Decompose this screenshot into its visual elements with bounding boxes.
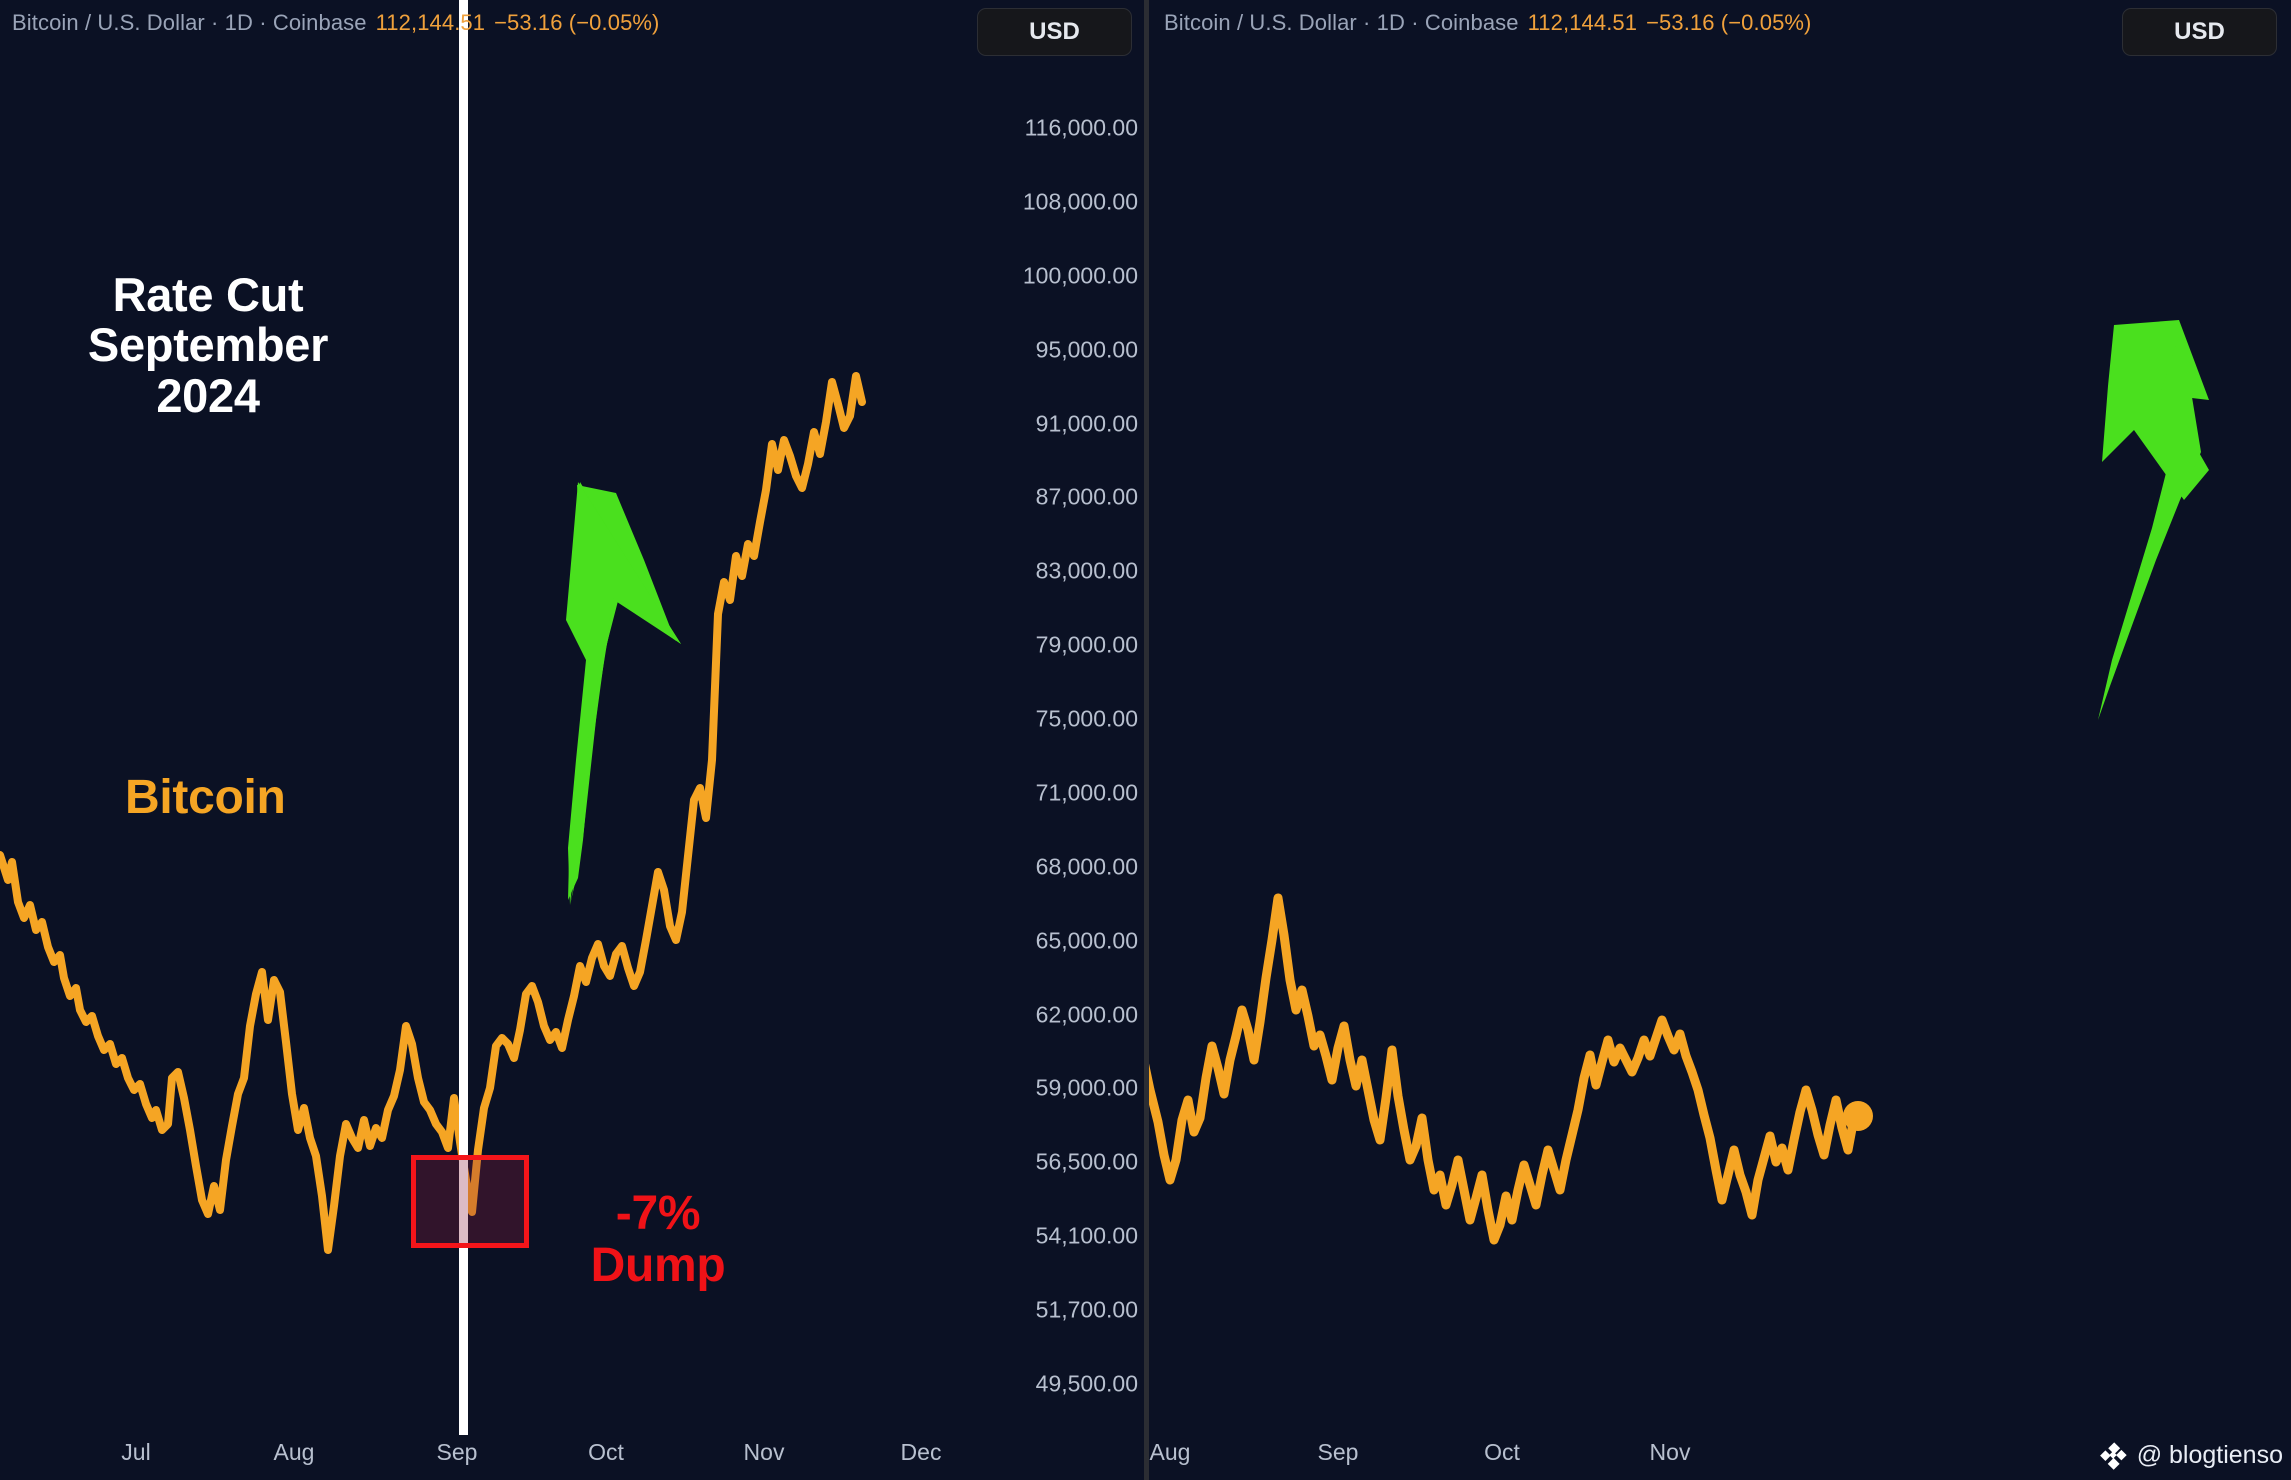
watermark: @ blogtienso bbox=[2098, 1440, 2283, 1470]
price-change: −53.16 (−0.05%) bbox=[494, 10, 660, 35]
panel-divider bbox=[1144, 0, 1149, 1480]
last-price: 112,144.51 bbox=[375, 10, 486, 35]
last-price: 112,144.51 bbox=[1527, 10, 1638, 35]
rate-cut-marker-line bbox=[459, 0, 468, 1435]
price-change: −53.16 (−0.05%) bbox=[1646, 10, 1812, 35]
up-arrow-left bbox=[566, 482, 681, 905]
title-line: Rate Cut bbox=[112, 268, 304, 321]
watermark-handle: @ blogtienso bbox=[2136, 1440, 2283, 1469]
title-line: 2024 bbox=[156, 368, 260, 422]
currency-badge-left[interactable]: USD bbox=[977, 8, 1132, 56]
dump-callout-left: -7% Dump bbox=[548, 1188, 768, 1292]
chart-header-left: Bitcoin / U.S. Dollar · 1D · Coinbase 11… bbox=[0, 0, 1146, 46]
title-line: September bbox=[87, 318, 329, 372]
chart-panel-left: Bitcoin / U.S. Dollar · 1D · Coinbase 11… bbox=[0, 0, 1146, 1465]
chart-panel-right: Bitcoin / U.S. Dollar · 1D · Coinbase 11… bbox=[1146, 0, 2291, 1480]
rate-cut-title-left: Rate Cut September 2024 bbox=[48, 268, 368, 422]
symbol-label: Bitcoin / U.S. Dollar · 1D · Coinbase bbox=[12, 10, 367, 35]
symbol-label: Bitcoin / U.S. Dollar · 1D · Coinbase bbox=[1164, 10, 1519, 35]
series-label-left: Bitcoin bbox=[125, 771, 286, 824]
up-arrow-right bbox=[2098, 320, 2209, 720]
chart-header-right: Bitcoin / U.S. Dollar · 1D · Coinbase 11… bbox=[1146, 0, 2291, 46]
binance-diamond-icon bbox=[2099, 1442, 2127, 1470]
dump-line: -7% bbox=[615, 1187, 701, 1240]
currency-badge-right[interactable]: USD bbox=[2122, 8, 2277, 56]
dump-line: Dump bbox=[590, 1238, 726, 1292]
dump-highlight-box bbox=[411, 1155, 529, 1248]
price-plot-right bbox=[1146, 893, 1859, 1245]
price-plot-left bbox=[0, 372, 866, 1254]
last-price-dot-right bbox=[1843, 1101, 1873, 1131]
